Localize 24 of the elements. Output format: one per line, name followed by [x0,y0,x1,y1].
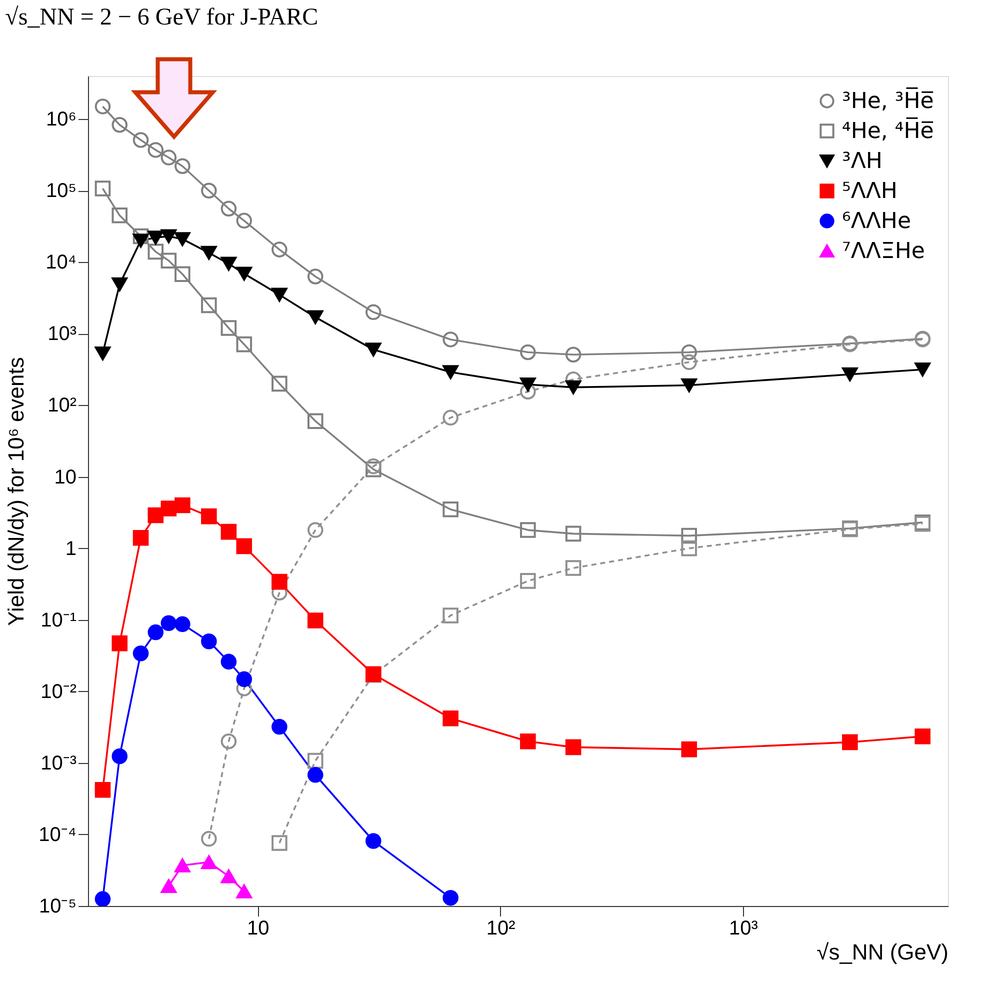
legend-label: ⁷ΛΛΞHe [842,239,925,264]
y-tick-label: 10⁻¹ [40,609,77,632]
y-tick-label: 10² [48,394,77,417]
y-tick-label: 10⁴ [46,252,76,274]
x-tick-label: 10 [246,918,270,940]
y-tick-label: 10⁵ [46,180,76,202]
y-tick-label: 10⁻² [40,680,77,703]
x-axis-title: √s_NN (GeV) [816,940,948,964]
legend-label: ⁶ΛΛHe [842,209,911,234]
y-tick-label: 10⁻⁴ [38,824,76,846]
x-tick-label: 10³ [728,918,758,940]
x-tick-label: 10² [486,918,516,940]
y-tick-label: 10⁻³ [40,752,77,774]
legend-label: ³ΛH [842,149,882,174]
y-axis-title: Yield (dN/dy) for 10⁶ events [4,357,29,626]
y-tick-label: 10⁻⁵ [38,896,76,918]
y-tick-label: 10⁶ [46,108,76,131]
y-tick-label: 10 [54,466,76,488]
y-tick-label: 10³ [48,323,77,346]
chart-title: √s_NN = 2 − 6 GeV for J-PARC [5,4,318,30]
y-tick-label: 1 [65,538,76,560]
legend-label: ³He, ³H̅e̅ [842,86,934,114]
legend-label: ⁴He, ⁴H̅e̅ [842,116,934,144]
legend-label: ⁵ΛΛH [842,179,898,204]
